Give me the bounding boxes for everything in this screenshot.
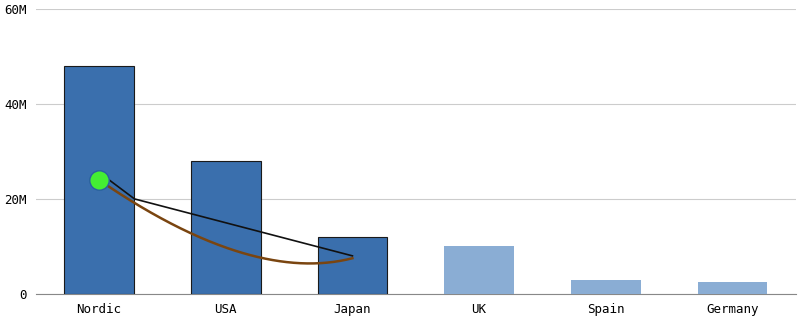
Bar bbox=[444, 246, 514, 294]
Bar bbox=[698, 282, 767, 294]
Bar bbox=[318, 237, 387, 294]
Bar bbox=[571, 280, 641, 294]
Bar bbox=[64, 66, 134, 294]
Bar bbox=[191, 161, 261, 294]
